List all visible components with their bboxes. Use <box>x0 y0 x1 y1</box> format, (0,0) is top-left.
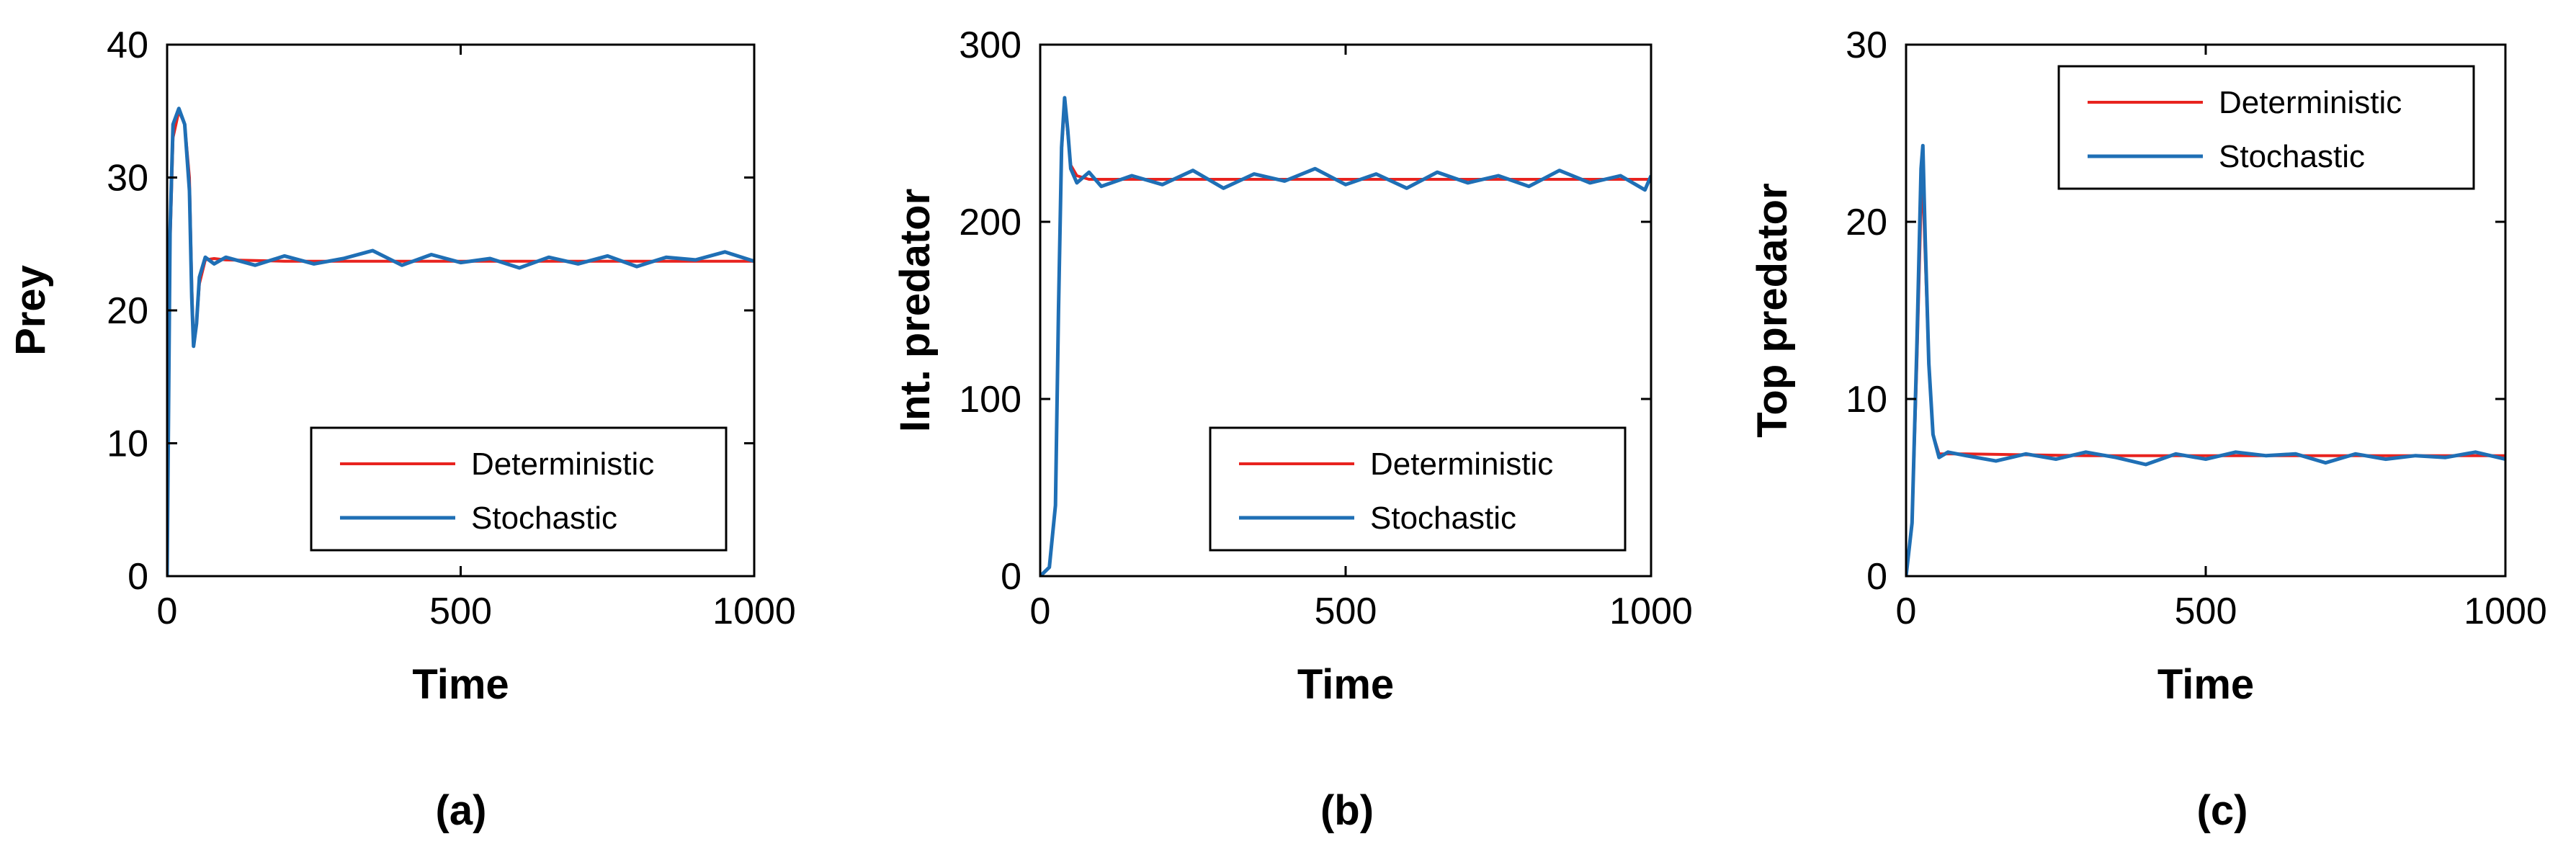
legend-label-stochastic: Stochastic <box>471 501 617 536</box>
legend: Deterministic Stochastic <box>2057 65 2475 190</box>
x-axis-label: Time <box>2157 661 2254 708</box>
y-axis-label: Top predator <box>1749 183 1796 437</box>
y-axis-label: Prey <box>7 265 54 356</box>
y-tick-label: 30 <box>107 158 148 199</box>
y-tick-label: 30 <box>1846 24 1887 66</box>
y-tick-label: 0 <box>128 556 148 598</box>
y-tick-label: 20 <box>1846 202 1887 243</box>
legend: Deterministic Stochastic <box>310 426 728 552</box>
x-tick-label: 500 <box>429 591 492 632</box>
legend-label-deterministic: Deterministic <box>471 447 654 482</box>
legend-label-stochastic: Stochastic <box>1370 501 1516 536</box>
legend-label-deterministic: Deterministic <box>2219 85 2402 120</box>
panel-b-label: (b) <box>1320 787 1374 834</box>
y-tick-label: 40 <box>107 24 148 66</box>
y-axis-label: Int. predator <box>892 189 939 432</box>
x-tick-label: 1000 <box>712 591 796 632</box>
series-line-stochastic <box>167 107 754 576</box>
y-tick-label: 0 <box>1866 556 1887 598</box>
x-tick-label: 500 <box>2175 591 2237 632</box>
y-tick-label: 20 <box>107 290 148 332</box>
legend-label-deterministic: Deterministic <box>1370 447 1553 482</box>
y-tick-label: 10 <box>1846 379 1887 421</box>
x-tick-label: 0 <box>1896 591 1917 632</box>
y-tick-label: 0 <box>1001 556 1021 598</box>
legend-box <box>1209 426 1627 552</box>
x-tick-label: 1000 <box>2464 591 2547 632</box>
x-tick-label: 0 <box>1030 591 1051 632</box>
series-line-stochastic <box>1040 96 1651 576</box>
x-axis-label: Time <box>1297 661 1394 708</box>
legend-box <box>310 426 728 552</box>
x-tick-label: 1000 <box>1609 591 1693 632</box>
panel-a-label: (a) <box>436 787 487 834</box>
series-line-deterministic <box>1906 184 2505 576</box>
panel-b: (b) 0 500 1000 0 100 200 300 Time Int. predator D… <box>892 24 1693 834</box>
legend: Deterministic Stochastic <box>1209 426 1627 552</box>
y-tick-label: 10 <box>107 423 148 465</box>
panel-c: (c) 0 500 1000 0 10 20 30 Time Top predator Deter… <box>1749 24 2547 834</box>
y-tick-label: 100 <box>959 379 1021 421</box>
legend-box <box>2057 65 2475 190</box>
panel-a: (a) 0 500 1000 0 10 20 30 40 Time Prey Determinist… <box>7 24 796 834</box>
y-tick-label: 200 <box>959 202 1021 243</box>
y-tick-label: 300 <box>959 24 1021 66</box>
legend-label-stochastic: Stochastic <box>2219 139 2365 174</box>
x-axis-label: Time <box>412 661 509 708</box>
panel-c-label: (c) <box>2197 787 2248 834</box>
series-line-stochastic <box>1906 143 2505 576</box>
x-tick-label: 0 <box>157 591 178 632</box>
x-tick-label: 500 <box>1315 591 1377 632</box>
